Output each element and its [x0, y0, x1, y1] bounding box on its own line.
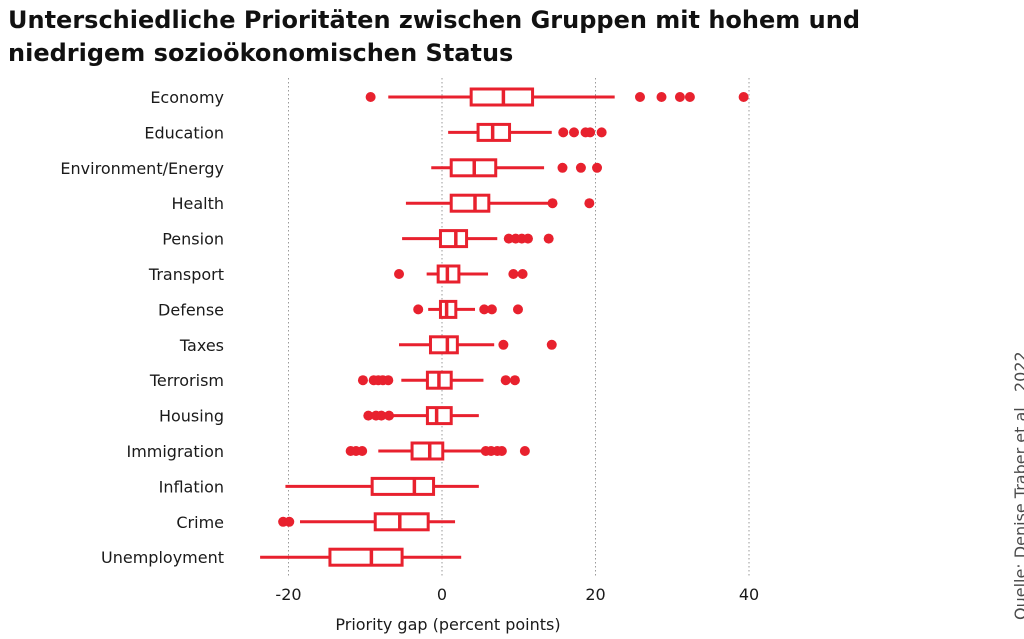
outlier-point: [357, 446, 368, 456]
box-group: [278, 512, 456, 532]
x-tick-label: -20: [275, 585, 301, 604]
outlier-point: [674, 92, 685, 102]
category-label: Taxes: [179, 336, 224, 355]
category-label: Defense: [158, 300, 224, 319]
box-group: [394, 264, 528, 284]
outlier-point: [508, 269, 519, 279]
gridlines: [288, 78, 750, 576]
outlier-point: [519, 446, 530, 456]
outlier-point: [522, 233, 533, 244]
category-label: Housing: [159, 407, 224, 426]
outlier-point: [479, 304, 490, 315]
category-label: Environment/Energy: [60, 159, 224, 178]
category-label: Transport: [148, 265, 224, 284]
category-label: Inflation: [159, 477, 224, 496]
boxes: [260, 87, 749, 567]
box-group: [363, 406, 479, 426]
category-label: Health: [171, 194, 224, 213]
box-group: [431, 158, 603, 178]
box-group: [357, 370, 520, 390]
iqr-box: [449, 193, 491, 213]
x-axis-label: Priority gap (percent points): [335, 615, 560, 634]
category-label: Immigration: [126, 442, 224, 461]
x-tick-label: 20: [585, 585, 605, 604]
outlier-point: [569, 127, 580, 138]
outlier-point: [546, 339, 557, 350]
outlier-point: [503, 233, 514, 244]
outlier-point: [500, 375, 511, 386]
chart-title: Unterschiedliche Prioritäten zwischen Gr…: [8, 6, 860, 67]
outlier-point: [383, 375, 394, 386]
category-labels: Economy Education Environment/Energy Health…: [60, 88, 224, 567]
x-tick-labels: -20 0 20 40: [275, 585, 759, 604]
outlier-point: [512, 304, 523, 315]
outlier-point: [592, 162, 603, 173]
box-group: [285, 476, 479, 496]
box-group: [345, 441, 530, 461]
outlier-point: [584, 198, 595, 209]
category-label: Terrorism: [149, 371, 224, 390]
source-note: Quelle: Denise Traber et al., 2022: [1011, 351, 1024, 620]
box-group: [405, 193, 595, 213]
outlier-point: [656, 92, 667, 102]
outlier-point: [517, 269, 528, 279]
outlier-point: [684, 92, 695, 102]
category-label: Pension: [162, 230, 224, 249]
outlier-point: [394, 269, 405, 279]
outlier-point: [357, 375, 368, 386]
iqr-box: [438, 229, 469, 249]
iqr-box: [373, 512, 430, 532]
outlier-point: [575, 162, 586, 173]
box-group: [402, 229, 554, 249]
x-tick-label: 40: [739, 585, 759, 604]
outlier-point: [585, 127, 596, 138]
outlier-point: [596, 127, 607, 138]
category-label: Unemployment: [101, 548, 224, 567]
category-label: Economy: [150, 88, 224, 107]
outlier-point: [498, 339, 509, 350]
outlier-point: [363, 410, 374, 421]
iqr-box: [425, 406, 453, 426]
box-group: [365, 87, 749, 107]
outlier-point: [376, 410, 387, 421]
outlier-point: [543, 233, 554, 244]
box-group: [399, 335, 557, 355]
outlier-point: [557, 162, 568, 173]
outlier-point: [365, 92, 376, 102]
outlier-point: [284, 516, 295, 527]
x-tick-label: 0: [437, 585, 447, 604]
iqr-box: [410, 441, 445, 461]
box-group: [260, 547, 462, 567]
box-group: [448, 122, 607, 142]
box-group: [413, 299, 523, 319]
outlier-point: [496, 446, 507, 456]
outlier-point: [547, 198, 558, 209]
outlier-point: [635, 92, 646, 102]
iqr-box: [328, 547, 404, 567]
iqr-box: [428, 335, 459, 355]
category-label: Education: [144, 123, 224, 142]
outlier-point: [738, 92, 749, 102]
iqr-box: [370, 476, 436, 496]
outlier-point: [413, 304, 424, 315]
outlier-point: [486, 304, 497, 315]
category-label: Crime: [176, 513, 224, 532]
outlier-point: [509, 375, 520, 386]
outlier-point: [384, 410, 395, 421]
outlier-point: [558, 127, 569, 138]
